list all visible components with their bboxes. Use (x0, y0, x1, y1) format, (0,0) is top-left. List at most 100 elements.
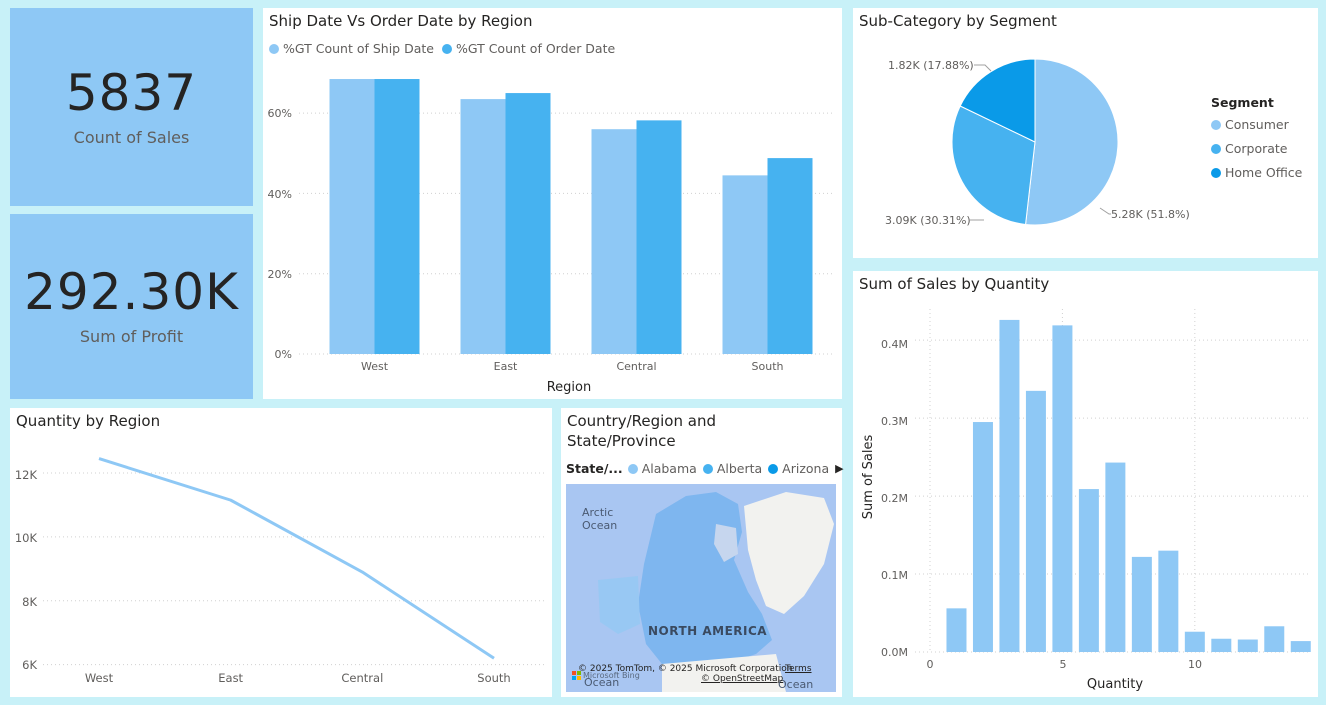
bar-central-ship-date[interactable] (591, 129, 637, 354)
count-of-sales-value: 5837 (65, 63, 198, 122)
count-of-sales-label: Count of Sales (73, 127, 190, 147)
y-tick-label: 0.4M (881, 338, 908, 351)
quantity-by-region-plot: 6K 8K 10K 12K West East Central South (15, 457, 545, 685)
bar-quantity-9[interactable] (1158, 550, 1179, 652)
y-tick-label: 0% (275, 348, 292, 361)
pie-slice-home-office[interactable] (959, 58, 1036, 143)
map-legend-label: State/... (566, 461, 623, 476)
legend-label: Alberta (716, 461, 763, 476)
bar-central-order-date[interactable] (636, 120, 682, 355)
bar-east-ship-date[interactable] (460, 99, 506, 354)
bing-label: Microsoft Bing (583, 671, 640, 680)
map-title: Country/Region and State/Province (567, 411, 716, 451)
legend-label: Consumer (1225, 117, 1289, 132)
legend-dot-icon (768, 463, 779, 474)
legend-item-alberta[interactable]: Alberta (702, 461, 763, 476)
bar-quantity-6[interactable] (1078, 489, 1099, 652)
ship-vs-order-tile[interactable]: Ship Date Vs Order Date by Region %GT Co… (263, 8, 842, 399)
sum-of-profit-card[interactable]: 292.30K Sum of Profit (10, 214, 253, 399)
bar-south-order-date[interactable] (767, 158, 813, 354)
pie-slice-corporate[interactable] (951, 105, 1036, 226)
bar-quantity-12[interactable] (1237, 639, 1258, 652)
slice-label-home-office: 1.82K (17.88%) (888, 59, 974, 72)
slice-label-consumer: 5.28K (51.8%) (1111, 208, 1190, 221)
usa-shape (662, 654, 786, 692)
bar-west-ship-date[interactable] (329, 79, 375, 355)
y-tick-label: 8K (22, 595, 37, 609)
map-osm-link[interactable]: © OpenStreetMap (701, 674, 784, 684)
legend-dot-icon (1211, 119, 1221, 130)
bar-quantity-14[interactable] (1290, 641, 1311, 652)
x-axis-title: Region (547, 380, 592, 395)
legend-label: Arizona (782, 461, 830, 476)
bar-quantity-1[interactable] (946, 608, 967, 652)
microsoft-logo-icon (572, 671, 581, 680)
quantity-by-region-tile[interactable]: Quantity by Region 6K 8K 10K 12K West Eas… (10, 408, 552, 697)
legend-label: %GT Count of Ship Date (283, 41, 434, 56)
x-tick-label: East (218, 671, 243, 685)
map-tile[interactable]: Country/Region and State/Province State/… (561, 408, 844, 697)
ship-vs-order-legend: %GT Count of Ship Date %GT Count of Orde… (269, 41, 623, 56)
legend-item-order-date[interactable]: %GT Count of Order Date (441, 41, 615, 56)
legend-item-arizona[interactable]: Arizona (768, 461, 829, 476)
x-tick-label: East (494, 360, 518, 373)
sum-of-profit-value: 292.30K (24, 263, 239, 321)
map-label-arctic-1: Arctic (582, 506, 614, 519)
legend-dot-icon (627, 463, 638, 474)
map-copyright: © 2025 TomTom, © 2025 Microsoft Corporat… (578, 664, 793, 674)
bar-quantity-4[interactable] (1025, 390, 1046, 652)
y-tick-label: 0.1M (881, 569, 908, 582)
x-axis-title: Quantity (1087, 677, 1143, 692)
bar-quantity-13[interactable] (1264, 626, 1285, 652)
ship-vs-order-plot: 0% 20% 40% 60% West East Central South Regi… (268, 79, 833, 395)
bar-quantity-10[interactable] (1184, 631, 1205, 652)
legend-item-ship-date[interactable]: %GT Count of Ship Date (269, 41, 434, 56)
bar-quantity-8[interactable] (1131, 556, 1152, 652)
quantity-by-region-title: Quantity by Region (16, 412, 161, 430)
bar-quantity-3[interactable] (999, 319, 1020, 652)
sales-by-quantity-plot: 0.0M 0.1M 0.2M 0.3M 0.4M 0 5 10 Quantity… (861, 309, 1311, 692)
x-tick-label: 10 (1188, 658, 1202, 671)
legend-next-arrow-icon[interactable]: ▶ (835, 462, 844, 475)
bar-south-ship-date[interactable] (722, 175, 768, 354)
map-canvas[interactable]: Arctic Ocean NORTH AMERICA Ocean Ocean ©… (566, 484, 836, 692)
bar-quantity-5[interactable] (1052, 325, 1073, 652)
bar-quantity-7[interactable] (1105, 462, 1126, 652)
y-tick-label: 0.3M (881, 415, 908, 428)
map-terms-link[interactable]: Terms (785, 664, 812, 674)
map-ocean-left: Ocean (584, 676, 620, 689)
y-tick-label: 10K (15, 531, 38, 545)
count-of-sales-card[interactable]: 5837 Count of Sales (10, 8, 253, 206)
segment-legend: Segment Consumer Corporate Home Office (1211, 95, 1302, 180)
legend-dot-icon (1211, 167, 1221, 178)
bar-quantity-2[interactable] (972, 422, 993, 652)
leader-line (974, 64, 992, 72)
sales-by-quantity-tile[interactable]: Sum of Sales by Quantity 0.0M 0.1M 0.2M … (853, 271, 1318, 697)
x-tick-label: South (477, 671, 510, 685)
map-label-continent: NORTH AMERICA (648, 624, 768, 638)
legend-item-alabama[interactable]: Alabama (627, 461, 697, 476)
x-tick-label: 0 (927, 658, 934, 671)
x-tick-label: West (361, 360, 389, 373)
bar-east-order-date[interactable] (505, 93, 551, 355)
segment-tile[interactable]: Sub-Category by Segment 5.28K (51.8%) 3.… (853, 8, 1318, 258)
legend-dot-icon (1211, 143, 1221, 154)
slice-label-corporate: 3.09K (30.31%) (885, 214, 971, 227)
quantity-line[interactable] (98, 457, 495, 660)
pie-slice-consumer[interactable] (1024, 58, 1119, 226)
map-ocean-right: Ocean (778, 678, 814, 691)
y-tick-label: 40% (268, 188, 292, 201)
bar-west-order-date[interactable] (374, 79, 420, 355)
x-tick-label: South (752, 360, 784, 373)
y-tick-label: 20% (268, 268, 292, 281)
legend-label: Corporate (1225, 141, 1288, 156)
y-tick-label: 60% (268, 107, 292, 120)
bing-logo: Microsoft Bing (572, 671, 640, 680)
legend-item-home-office[interactable]: Home Office (1211, 165, 1302, 180)
bar-quantity-11[interactable] (1211, 638, 1232, 652)
legend-item-corporate[interactable]: Corporate (1211, 141, 1302, 156)
legend-item-consumer[interactable]: Consumer (1211, 117, 1302, 132)
baffin-shape (714, 524, 738, 562)
y-tick-label: 0.2M (881, 492, 908, 505)
legend-label: Home Office (1225, 165, 1303, 180)
